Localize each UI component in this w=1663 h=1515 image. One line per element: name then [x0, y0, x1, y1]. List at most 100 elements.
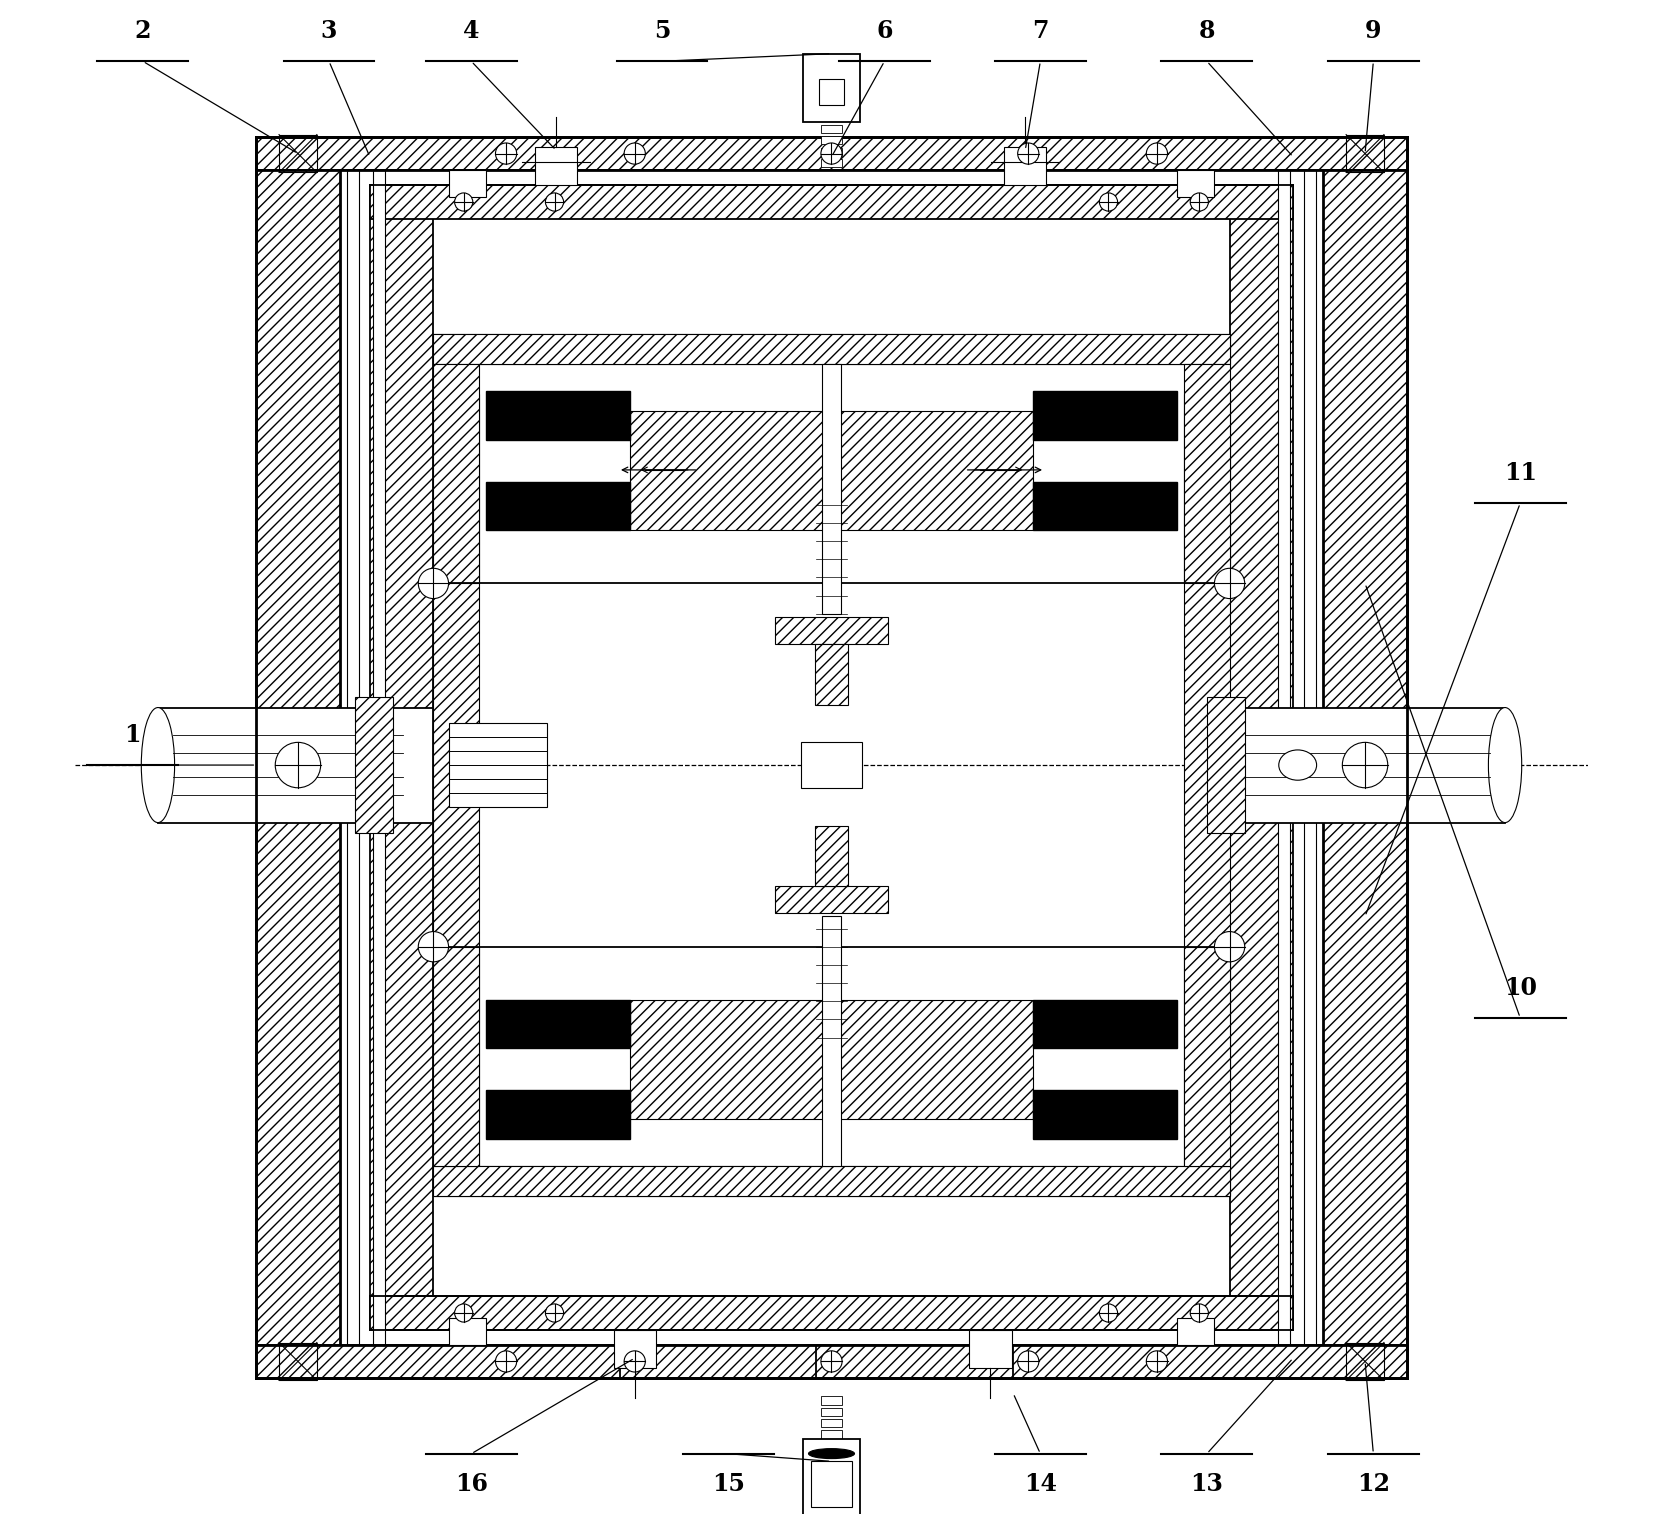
Circle shape: [276, 742, 321, 788]
Bar: [803, 1439, 860, 1515]
Bar: [256, 136, 339, 1379]
Text: 1: 1: [125, 723, 140, 747]
Bar: [822, 136, 841, 144]
Bar: [434, 333, 1229, 364]
Bar: [1004, 147, 1046, 185]
Bar: [1177, 1318, 1214, 1345]
Bar: [1345, 135, 1384, 173]
Bar: [1184, 364, 1229, 583]
Bar: [1184, 394, 1229, 1167]
Bar: [1229, 708, 1505, 823]
Bar: [449, 170, 486, 197]
Bar: [434, 947, 479, 1167]
Bar: [1324, 136, 1407, 1379]
Circle shape: [545, 1304, 564, 1323]
Bar: [449, 723, 547, 807]
Circle shape: [454, 1304, 472, 1323]
Bar: [1033, 1000, 1177, 1048]
Circle shape: [822, 1351, 841, 1373]
Circle shape: [1191, 1304, 1209, 1323]
Bar: [369, 185, 1294, 218]
Circle shape: [496, 142, 517, 164]
Bar: [775, 617, 888, 644]
Bar: [775, 886, 888, 914]
Bar: [1033, 391, 1177, 439]
Bar: [823, 364, 840, 614]
Bar: [812, 1460, 851, 1507]
Bar: [822, 1430, 841, 1439]
Bar: [486, 1091, 630, 1139]
Bar: [1277, 170, 1290, 1345]
Text: 13: 13: [1191, 1473, 1224, 1495]
Bar: [348, 170, 359, 1345]
Text: 14: 14: [1024, 1473, 1058, 1495]
Bar: [486, 1000, 630, 1048]
Text: 15: 15: [712, 1473, 745, 1495]
Bar: [279, 1342, 318, 1380]
Circle shape: [1146, 142, 1167, 164]
Ellipse shape: [1279, 750, 1317, 780]
Bar: [369, 1297, 1294, 1330]
Circle shape: [624, 1351, 645, 1373]
Text: 3: 3: [321, 20, 338, 42]
Text: 6: 6: [876, 20, 893, 42]
Text: 2: 2: [135, 20, 151, 42]
Bar: [822, 124, 841, 133]
Bar: [434, 394, 479, 1167]
Circle shape: [624, 142, 645, 164]
Bar: [1177, 170, 1214, 197]
Bar: [970, 1330, 1011, 1368]
Circle shape: [1099, 1304, 1118, 1323]
Bar: [630, 1000, 1033, 1120]
Text: 7: 7: [1033, 20, 1049, 42]
Circle shape: [454, 192, 472, 211]
Bar: [373, 170, 386, 1345]
Circle shape: [419, 568, 449, 598]
Text: 9: 9: [1365, 20, 1382, 42]
Bar: [158, 708, 434, 823]
Bar: [614, 1330, 655, 1368]
Bar: [486, 391, 630, 439]
Bar: [1033, 1091, 1177, 1139]
Circle shape: [496, 1351, 517, 1373]
Bar: [535, 147, 577, 185]
Text: 5: 5: [654, 20, 670, 42]
Bar: [823, 917, 840, 1167]
Bar: [822, 1407, 841, 1417]
Circle shape: [822, 142, 841, 164]
Text: 10: 10: [1503, 976, 1537, 1000]
Bar: [822, 1397, 841, 1404]
Circle shape: [545, 192, 564, 211]
Bar: [354, 697, 392, 833]
Circle shape: [419, 932, 449, 962]
Text: 8: 8: [1199, 20, 1216, 42]
Bar: [630, 411, 1033, 530]
Bar: [802, 742, 861, 788]
Bar: [486, 482, 630, 530]
Bar: [818, 79, 845, 105]
Text: 11: 11: [1503, 461, 1537, 485]
Bar: [434, 1167, 1229, 1197]
Bar: [434, 333, 1229, 364]
Bar: [434, 1167, 1229, 1197]
Circle shape: [1146, 1351, 1167, 1373]
Bar: [822, 159, 841, 167]
Text: 4: 4: [462, 20, 479, 42]
Circle shape: [1018, 142, 1039, 164]
Bar: [1229, 185, 1294, 1330]
Bar: [815, 826, 848, 886]
Circle shape: [1214, 568, 1244, 598]
Bar: [1345, 1342, 1384, 1380]
Bar: [1207, 697, 1244, 833]
Ellipse shape: [1488, 708, 1522, 823]
Bar: [822, 147, 841, 156]
Circle shape: [1214, 932, 1244, 962]
Circle shape: [1342, 742, 1387, 788]
Bar: [279, 135, 318, 173]
Bar: [369, 185, 434, 1330]
Bar: [449, 1318, 486, 1345]
Bar: [815, 644, 848, 704]
Circle shape: [1191, 192, 1209, 211]
Text: 12: 12: [1357, 1473, 1390, 1495]
Bar: [256, 1345, 1407, 1379]
